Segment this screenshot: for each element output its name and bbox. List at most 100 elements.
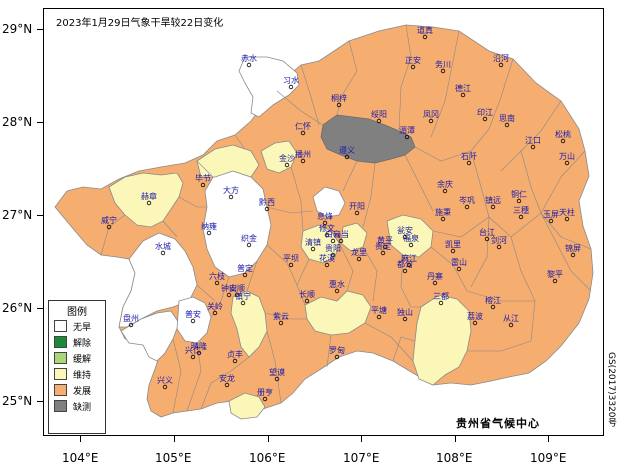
station-marker (440, 216, 446, 222)
station-label: 纳雍 (201, 221, 217, 231)
station-marker (498, 62, 504, 68)
station-marker (246, 242, 252, 248)
station-label: 罗甸 (329, 345, 345, 355)
station-label: 普定 (237, 263, 253, 273)
station-marker (382, 244, 388, 250)
legend-label: 缺测 (73, 402, 92, 413)
station-label: 白云 (325, 229, 341, 239)
station-marker (288, 262, 294, 268)
station-marker (402, 234, 408, 240)
station-marker (274, 376, 280, 382)
region-missing-data (320, 114, 416, 164)
station-label: 兴仁 (185, 345, 201, 355)
station-label: 盘州 (123, 313, 139, 323)
lon-tick (174, 436, 175, 442)
station-marker (404, 134, 410, 140)
station-marker (300, 130, 306, 136)
station-label: 播州 (295, 149, 311, 159)
region-maintain-bijie (108, 172, 184, 228)
legend-item-no-drought: 无旱 (54, 318, 105, 334)
station-marker (224, 382, 230, 388)
lon-label-104: 104°E (62, 451, 99, 465)
station-label: 钟山 (221, 283, 237, 293)
station-marker (496, 244, 502, 250)
station-marker (456, 266, 462, 272)
region-maintain-ziyun (230, 290, 268, 358)
station-label: 平塘 (371, 305, 387, 315)
station-label: 安龙 (219, 373, 235, 383)
station-marker (322, 220, 328, 226)
station-marker (106, 224, 112, 230)
station-marker (464, 204, 470, 210)
station-marker (228, 194, 234, 200)
station-label: 余庆 (437, 179, 453, 189)
station-marker (482, 116, 488, 122)
station-label: 雷山 (451, 257, 467, 267)
station-label: 务川 (435, 59, 451, 69)
station-label: 荔波 (467, 311, 483, 321)
station-label: 镇宁 (235, 291, 251, 301)
lon-label-108: 108°E (436, 451, 473, 465)
legend-item-developed: 发展 (54, 382, 105, 398)
lon-tick (268, 436, 269, 442)
station-label: 剑河 (491, 235, 507, 245)
station-label: 镇远 (485, 195, 501, 205)
station-label: 修文 (319, 223, 335, 233)
station-label: 思南 (499, 113, 515, 123)
station-marker (472, 320, 478, 326)
station-marker (190, 354, 196, 360)
lon-label-107: 107°E (343, 451, 380, 465)
station-marker (530, 144, 536, 150)
map-frame: 道真 正安 务川 沿河 赤水 习水 桐梓 绥阳 德江 印江 松桃 仁怀 遵义 湄潭 凤冈 思南 江口 铜仁 金沙 播州… (43, 8, 604, 436)
station-label: 赤水 (241, 53, 257, 63)
station-marker (564, 160, 570, 166)
lat-label-25: 25°N (2, 394, 33, 408)
station-marker (334, 288, 340, 294)
station-marker (450, 248, 456, 254)
station-label: 乌当 (333, 229, 349, 239)
station-label: 龙里 (351, 247, 367, 257)
station-marker (376, 118, 382, 124)
station-label: 道真 (417, 25, 433, 35)
legend-title: 图例 (67, 307, 87, 318)
station-label: 凤冈 (423, 110, 439, 119)
map-approval-code: GS(2017)3320号 (606, 352, 616, 427)
region-maintain-sandu (412, 294, 472, 386)
station-label: 黎平 (547, 269, 563, 279)
legend-swatch (54, 320, 67, 332)
station-label: 水城 (155, 241, 171, 251)
station-label: 瓮安 (397, 225, 413, 235)
station-marker (334, 354, 340, 360)
legend-label: 发展 (73, 386, 92, 397)
station-marker (410, 64, 416, 70)
station-label: 石阡 (461, 152, 477, 161)
station-marker (438, 300, 444, 306)
station-marker (242, 272, 248, 278)
station-label: 贵定 (375, 241, 391, 251)
station-label: 普安 (185, 309, 201, 319)
station-marker (300, 158, 306, 164)
station-marker (344, 154, 350, 160)
station-marker (518, 214, 524, 220)
station-label: 锦屏 (565, 243, 581, 253)
station-label: 万山 (559, 151, 575, 161)
station-label: 开阳 (349, 202, 365, 211)
station-marker (548, 218, 554, 224)
station-label: 平坝 (283, 254, 299, 263)
station-marker (212, 310, 218, 316)
lon-tick (548, 436, 549, 442)
lon-tick (455, 436, 456, 442)
station-marker (196, 350, 202, 356)
station-label: 从江 (503, 314, 519, 323)
station-marker (160, 250, 166, 256)
station-label: 三都 (433, 292, 449, 301)
region-maintain-changshun (304, 290, 372, 336)
station-label: 天柱 (559, 207, 575, 217)
station-marker (324, 262, 330, 268)
station-marker (508, 322, 514, 328)
station-marker (310, 246, 316, 252)
station-marker (146, 200, 152, 206)
station-marker (214, 280, 220, 286)
station-marker (376, 314, 382, 320)
